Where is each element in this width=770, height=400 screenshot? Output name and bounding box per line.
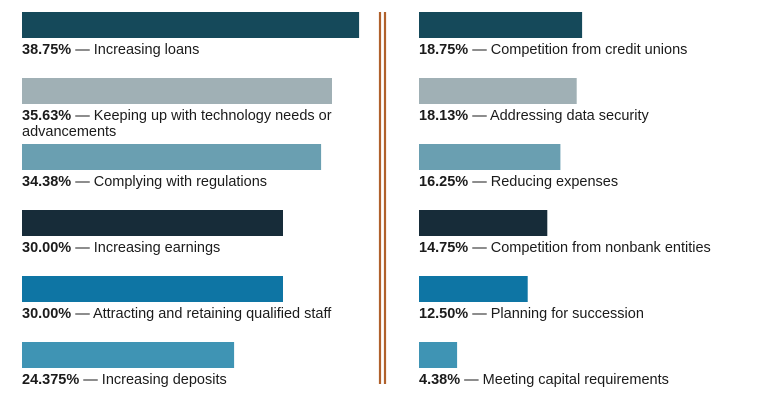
bar-1-5 <box>22 276 283 302</box>
bar-2-4 <box>419 210 548 236</box>
value-label: 12.50% <box>419 306 468 322</box>
value-label: 4.38% <box>419 372 460 388</box>
value-label: 24.375% <box>22 372 79 388</box>
bar-1-4 <box>22 210 283 236</box>
value-label: 34.38% <box>22 174 71 190</box>
bar-2-1 <box>419 12 583 38</box>
category-label: — Keeping up with technology needs or <box>71 108 332 124</box>
column-separator <box>378 12 387 384</box>
bar-2-2 <box>419 78 577 104</box>
category-label: — Planning for succession <box>468 306 644 322</box>
bar-2-6 <box>419 342 458 368</box>
category-label: — Reducing expenses <box>468 174 618 190</box>
bar-label-1-5: 30.00% — Attracting and retaining qualif… <box>22 306 332 322</box>
value-label: 30.00% <box>22 306 71 322</box>
bar-2-3 <box>419 144 561 170</box>
category-label: — Increasing earnings <box>71 240 220 256</box>
bar-label-2-4: 14.75% — Competition from nonbank entiti… <box>419 240 711 256</box>
value-label: 35.63% <box>22 108 71 124</box>
bar-label-1-1: 38.75% — Increasing loans <box>22 42 199 58</box>
bar-1-3 <box>22 144 322 170</box>
bar-label-1-2: 35.63% — Keeping up with technology need… <box>22 108 332 140</box>
category-label: — Competition from credit unions <box>468 42 687 58</box>
bar-label-2-6: 4.38% — Meeting capital requirements <box>419 372 669 388</box>
bar-label-2-5: 12.50% — Planning for succession <box>419 306 644 322</box>
category-label: — Increasing deposits <box>79 372 227 388</box>
bar-label-2-1: 18.75% — Competition from credit unions <box>419 42 687 58</box>
bar-label-2-3: 16.25% — Reducing expenses <box>419 174 618 190</box>
category-label: — Attracting and retaining qualified sta… <box>71 306 332 322</box>
category-label: — Addressing data security <box>468 108 649 124</box>
bar-1-2 <box>22 78 332 104</box>
value-label: 18.75% <box>419 42 468 58</box>
category-label: — Meeting capital requirements <box>460 372 669 388</box>
bar-label-1-6: 24.375% — Increasing deposits <box>22 372 227 388</box>
bar-2-5 <box>419 276 528 302</box>
value-label: 14.75% <box>419 240 468 256</box>
bar-marks: 38.75% — Increasing loans 35.63% — Keepin… <box>22 12 711 388</box>
bar-1-1 <box>22 12 360 38</box>
category-label-continued: advancements <box>22 124 116 140</box>
category-label: — Competition from nonbank entities <box>468 240 711 256</box>
value-label: 18.13% <box>419 108 468 124</box>
category-label: — Increasing loans <box>71 42 199 58</box>
value-label: 16.25% <box>419 174 468 190</box>
value-label: 38.75% <box>22 42 71 58</box>
category-label: — Complying with regulations <box>71 174 267 190</box>
bar-label-1-3: 34.38% — Complying with regulations <box>22 174 267 190</box>
value-label: 30.00% <box>22 240 71 256</box>
bar-label-1-4: 30.00% — Increasing earnings <box>22 240 220 256</box>
bar-1-6 <box>22 342 235 368</box>
bar-label-2-2: 18.13% — Addressing data security <box>419 108 649 124</box>
